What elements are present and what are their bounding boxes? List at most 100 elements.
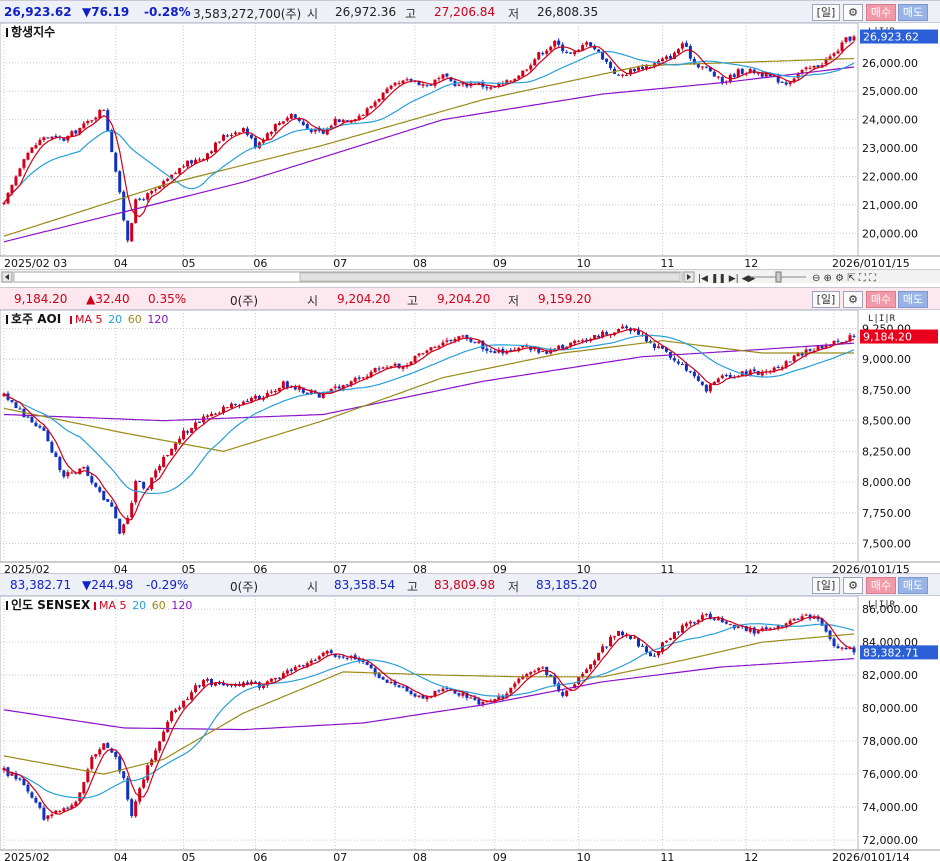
candle-body [214, 142, 218, 153]
sell-button[interactable]: 매도 [898, 4, 928, 21]
candle-body [122, 524, 126, 534]
settings-gear-icon[interactable]: ⚙ [843, 291, 863, 308]
candle-body [457, 84, 461, 86]
chart-area[interactable]: 7,500.00 7,750.00 8,000.00 8,250.00 8,500.00… [0, 310, 940, 574]
chart-title: 호주 AOI [11, 312, 61, 326]
last-date-label: 01/14 [878, 851, 910, 861]
current-price: 26,923.62 [4, 5, 72, 19]
price-tag-label: 83,382.71 [863, 646, 919, 659]
candle-body [660, 58, 664, 62]
candle-body [573, 51, 577, 55]
candle-body [836, 340, 840, 342]
candlestick-chart[interactable]: 7,500.00 7,750.00 8,000.00 8,250.00 8,500.00… [0, 310, 940, 574]
y-tick-label: 72,000.00 [862, 834, 918, 847]
candle-body [229, 135, 233, 137]
candle-body [637, 638, 641, 647]
candle-body [142, 199, 146, 201]
candle-body [225, 135, 229, 137]
candle-body [433, 79, 437, 86]
candle-body [481, 341, 485, 350]
candle-body [652, 343, 656, 348]
candlestick-chart[interactable]: 72,000.00 74,000.00 76,000.00 78,000.00 80,0… [0, 596, 940, 861]
candle-body [393, 681, 397, 685]
candle-body [170, 174, 174, 179]
candle-body [700, 66, 704, 68]
candle-body [210, 151, 214, 154]
candle-body [142, 481, 146, 489]
candle-body [417, 81, 421, 86]
settings-gear-icon[interactable]: ⚙ [843, 4, 863, 21]
y-tick-label: 25,000.00 [862, 85, 918, 98]
candle-body [233, 403, 237, 405]
candle-body [716, 76, 720, 78]
period-selector[interactable]: [일] [812, 291, 840, 308]
scroll-controls[interactable]: |◀ ❚❚ ▶| ◀▶ ⊖ ⊕ ⚙ ⇱ ⛶ ⛶ [0, 270, 940, 284]
candle-body [621, 326, 625, 329]
candle-body [118, 518, 122, 534]
candlestick-chart[interactable]: 20,000.00 21,000.00 22,000.00 23,000.00 24,0… [0, 23, 940, 268]
candle-body [652, 655, 656, 657]
candle-body [744, 371, 748, 376]
candle-body [533, 347, 537, 350]
candle-body [170, 448, 174, 456]
chart-area[interactable]: 20,000.00 21,000.00 22,000.00 23,000.00 24,0… [0, 23, 940, 268]
candle-body [34, 145, 38, 149]
settings-gear-icon[interactable]: ⚙ [843, 577, 863, 594]
candle-body [676, 361, 680, 364]
volume: 0(주) [230, 294, 259, 308]
candle-body [573, 684, 577, 689]
candle-body [18, 778, 22, 780]
x-tick-label: 06 [253, 563, 267, 574]
candle-body [453, 690, 457, 694]
sell-button[interactable]: 매도 [898, 577, 928, 594]
x-tick-label: 12 [744, 851, 758, 861]
candle-body [341, 385, 345, 390]
candle-body [824, 59, 828, 65]
candle-body [549, 46, 553, 51]
candle-body [581, 45, 585, 51]
candle-body [289, 669, 293, 672]
buy-button[interactable]: 매수 [866, 577, 896, 594]
candle-body [501, 696, 505, 699]
candle-body [206, 153, 210, 160]
candle-body [760, 371, 764, 376]
x-tick-label: 09 [493, 563, 507, 574]
candle-body [38, 802, 42, 808]
candle-body [50, 814, 54, 817]
chart-area[interactable]: 72,000.00 74,000.00 76,000.00 78,000.00 80,0… [0, 596, 940, 861]
candle-body [182, 700, 186, 708]
candle-body [644, 646, 648, 653]
candle-body [190, 427, 194, 433]
x-tick-label: 11 [660, 851, 674, 861]
period-selector[interactable]: [일] [812, 4, 840, 21]
candle-body [94, 483, 98, 487]
candle-body [345, 384, 349, 386]
high-value: 27,206.84 [434, 5, 496, 19]
candle-body [217, 141, 221, 143]
candle-body [461, 82, 465, 85]
candle-body [253, 137, 257, 148]
candle-body [281, 121, 285, 124]
candle-body [740, 68, 744, 74]
legend-swatch [70, 316, 72, 324]
y-tick-label: 24,000.00 [862, 114, 918, 127]
buy-button[interactable]: 매수 [866, 291, 896, 308]
candle-body [401, 366, 405, 369]
candle-body [804, 67, 808, 70]
candle-body [42, 137, 46, 140]
candle-body [529, 65, 533, 70]
scroll-toolbar[interactable]: |◀ ❚❚ ▶| ◀▶ ⊖ ⊕ ⚙ ⇱ ⛶ ⛶ [0, 269, 940, 284]
candle-body [166, 455, 170, 457]
sell-button[interactable]: 매도 [898, 291, 928, 308]
ma-legend-item: MA 5 [75, 313, 103, 326]
x-tick-label: 08 [413, 563, 427, 574]
candle-body [509, 687, 513, 693]
candle-body [146, 765, 150, 781]
candle-body [134, 801, 138, 817]
buy-button[interactable]: 매수 [866, 4, 896, 21]
open-value: 83,358.54 [334, 578, 396, 592]
period-selector[interactable]: [일] [812, 577, 840, 594]
candle-body [10, 400, 14, 402]
candle-body [473, 342, 477, 344]
chart-panel-australia-aoi: 9,184.20 ▲32.40 0.35% 0(주) 시 9,204.20 고 … [0, 287, 940, 574]
